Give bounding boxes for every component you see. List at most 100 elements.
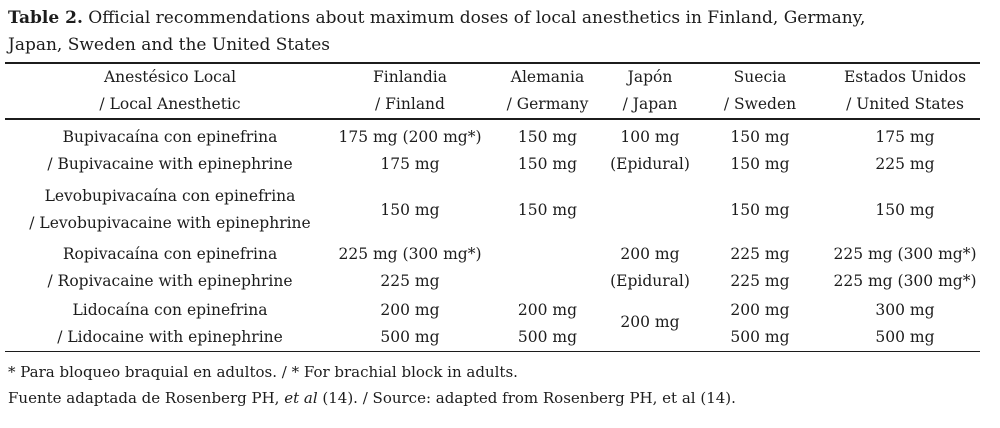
- dose-cell-united-states: 175 mg 225 mg: [830, 119, 980, 181]
- dose-cell-united-states: 150 mg: [830, 181, 980, 239]
- dose-cell-germany: [485, 239, 610, 297]
- dose-value: 175 mg (200 mg*): [338, 127, 482, 146]
- col-header-line: / Sweden: [723, 95, 797, 113]
- col-header-line: Japón: [627, 68, 673, 86]
- dose-value: 200 mg: [620, 245, 680, 263]
- dose-value: 500 mg: [517, 328, 578, 346]
- dose-value: [485, 241, 610, 268]
- dose-value: 150 mg: [730, 200, 790, 219]
- column-header-finland: Finlandia / Finland: [335, 63, 485, 119]
- dose-value: 150 mg: [517, 154, 578, 173]
- column-header-sweden: Suecia / Sweden: [690, 63, 830, 119]
- dose-value: 150 mg: [380, 200, 440, 219]
- drug-name-en: / Lidocaine with epinephrine: [57, 328, 283, 346]
- footnotes: * Para bloqueo braquial en adultos. / * …: [8, 359, 1000, 411]
- dose-cell-sweden: 225 mg 225 mg: [690, 239, 830, 297]
- drug-name-en: / Levobupivacaine with epinephrine: [29, 214, 311, 232]
- caption-line-1: Table 2. Official recommendations about …: [8, 5, 990, 32]
- dose-value: 175 mg: [875, 127, 935, 146]
- dose-value: 200 mg: [730, 301, 790, 319]
- dose-cell-germany: 200 mg 500 mg: [485, 297, 610, 352]
- drug-name-en: / Bupivacaine with epinephrine: [47, 154, 293, 173]
- drug-name-cell: Ropivacaína con epinefrina / Ropivacaine…: [5, 239, 335, 297]
- dose-value: 500 mg: [730, 328, 790, 346]
- column-header-united-states: Estados Unidos / United States: [830, 63, 980, 119]
- caption-label: Table 2.: [8, 8, 83, 28]
- col-header-line: Alemania: [510, 68, 585, 86]
- column-header-japan: Japón / Japan: [610, 63, 690, 119]
- table-row-bupivacaine: Bupivacaína con epinefrina / Bupivacaine…: [5, 119, 980, 181]
- footnote-source: Fuente adaptada de Rosenberg PH, et al (…: [8, 385, 1000, 411]
- footnote-source-pre: Fuente adaptada de Rosenberg PH,: [8, 389, 285, 407]
- drug-name-cell: Levobupivacaína con epinefrina / Levobup…: [5, 181, 335, 239]
- drug-name-en: / Ropivacaine with epinephrine: [47, 272, 293, 290]
- dose-cell-finland: 175 mg (200 mg*) 175 mg: [335, 119, 485, 181]
- dose-value: [485, 268, 610, 295]
- footnote-source-post: (14). / Source: adapted from Rosenberg P…: [317, 389, 736, 407]
- dose-value: 225 mg: [730, 272, 790, 290]
- footnote-source-italic: et al: [284, 389, 318, 407]
- col-header-line: / Local Anesthetic: [99, 95, 241, 113]
- table-row-levobupivacaine: Levobupivacaína con epinefrina / Levobup…: [5, 181, 980, 239]
- dose-cell-united-states: 225 mg (300 mg*) 225 mg (300 mg*): [830, 239, 980, 297]
- drug-name-cell: Lidocaína con epinefrina / Lidocaine wit…: [5, 297, 335, 352]
- col-header-line: Anestésico Local: [103, 68, 237, 86]
- dose-value: 200 mg: [380, 301, 440, 319]
- drug-name-cell: Bupivacaína con epinefrina / Bupivacaine…: [5, 119, 335, 181]
- dose-value: (Epidural): [610, 272, 690, 290]
- table-row-lidocaine: Lidocaína con epinefrina / Lidocaine wit…: [5, 297, 980, 352]
- dose-value: 150 mg: [730, 154, 790, 173]
- dose-value: 500 mg: [380, 328, 440, 346]
- table-caption: Table 2. Official recommendations about …: [0, 0, 1000, 59]
- header-row: Anestésico Local / Local Anesthetic Finl…: [5, 63, 980, 119]
- dose-value: 300 mg: [875, 301, 935, 319]
- dose-cell-sweden: 150 mg 150 mg: [690, 119, 830, 181]
- dose-value: 150 mg: [517, 200, 578, 219]
- col-header-line: Estados Unidos: [843, 68, 967, 86]
- dose-cell-united-states: 300 mg 500 mg: [830, 297, 980, 352]
- dose-value: 200 mg: [620, 313, 680, 331]
- column-header-germany: Alemania / Germany: [485, 63, 610, 119]
- dose-cell-japan: 200 mg (Epidural): [610, 239, 690, 297]
- drug-name-es: Ropivacaína con epinefrina: [62, 245, 278, 263]
- dose-value: 500 mg: [875, 328, 935, 346]
- dose-value: 225 mg (300 mg*): [833, 272, 977, 290]
- dose-value: 100 mg: [620, 127, 680, 146]
- dose-value: 225 mg: [875, 154, 935, 173]
- dose-cell-sweden: 200 mg 500 mg: [690, 297, 830, 352]
- dose-value: 225 mg: [730, 245, 790, 263]
- dose-value: 150 mg: [875, 200, 935, 219]
- drug-name-es: Levobupivacaína con epinefrina: [44, 187, 296, 205]
- col-header-line: / Japan: [622, 95, 678, 113]
- dose-value: 225 mg (300 mg*): [833, 245, 977, 263]
- col-header-line: / Germany: [506, 95, 589, 113]
- dose-cell-japan: 200 mg: [610, 297, 690, 352]
- drug-name-es: Bupivacaína con epinefrina: [62, 127, 278, 146]
- dose-value: [610, 197, 690, 224]
- col-header-line: Suecia: [733, 68, 787, 86]
- col-header-line: / Finland: [375, 95, 445, 113]
- footnote-asterisk: * Para bloqueo braquial en adultos. / * …: [8, 363, 518, 381]
- caption-line-2: Japan, Sweden and the United States: [8, 35, 331, 55]
- dose-cell-sweden: 150 mg: [690, 181, 830, 239]
- dose-cell-finland: 200 mg 500 mg: [335, 297, 485, 352]
- dose-cell-japan: 100 mg (Epidural): [610, 119, 690, 181]
- col-header-line: Finlandia: [373, 68, 447, 86]
- caption-text-line1: Official recommendations about maximum d…: [88, 8, 866, 28]
- dose-cell-finland: 150 mg: [335, 181, 485, 239]
- table-row-ropivacaine: Ropivacaína con epinefrina / Ropivacaine…: [5, 239, 980, 297]
- column-header-anesthetic: Anestésico Local / Local Anesthetic: [5, 63, 335, 119]
- dose-value: 200 mg: [517, 301, 578, 319]
- doses-table: Anestésico Local / Local Anesthetic Finl…: [5, 62, 980, 352]
- dose-value: 150 mg: [517, 127, 578, 146]
- dose-value: (Epidural): [610, 154, 690, 173]
- dose-cell-germany: 150 mg: [485, 181, 610, 239]
- dose-cell-finland: 225 mg (300 mg*) 225 mg: [335, 239, 485, 297]
- dose-value: 225 mg (300 mg*): [338, 245, 482, 263]
- drug-name-es: Lidocaína con epinefrina: [72, 301, 268, 319]
- dose-cell-japan: [610, 181, 690, 239]
- dose-cell-germany: 150 mg 150 mg: [485, 119, 610, 181]
- dose-value: 175 mg: [380, 154, 440, 173]
- dose-value: 225 mg: [380, 272, 440, 290]
